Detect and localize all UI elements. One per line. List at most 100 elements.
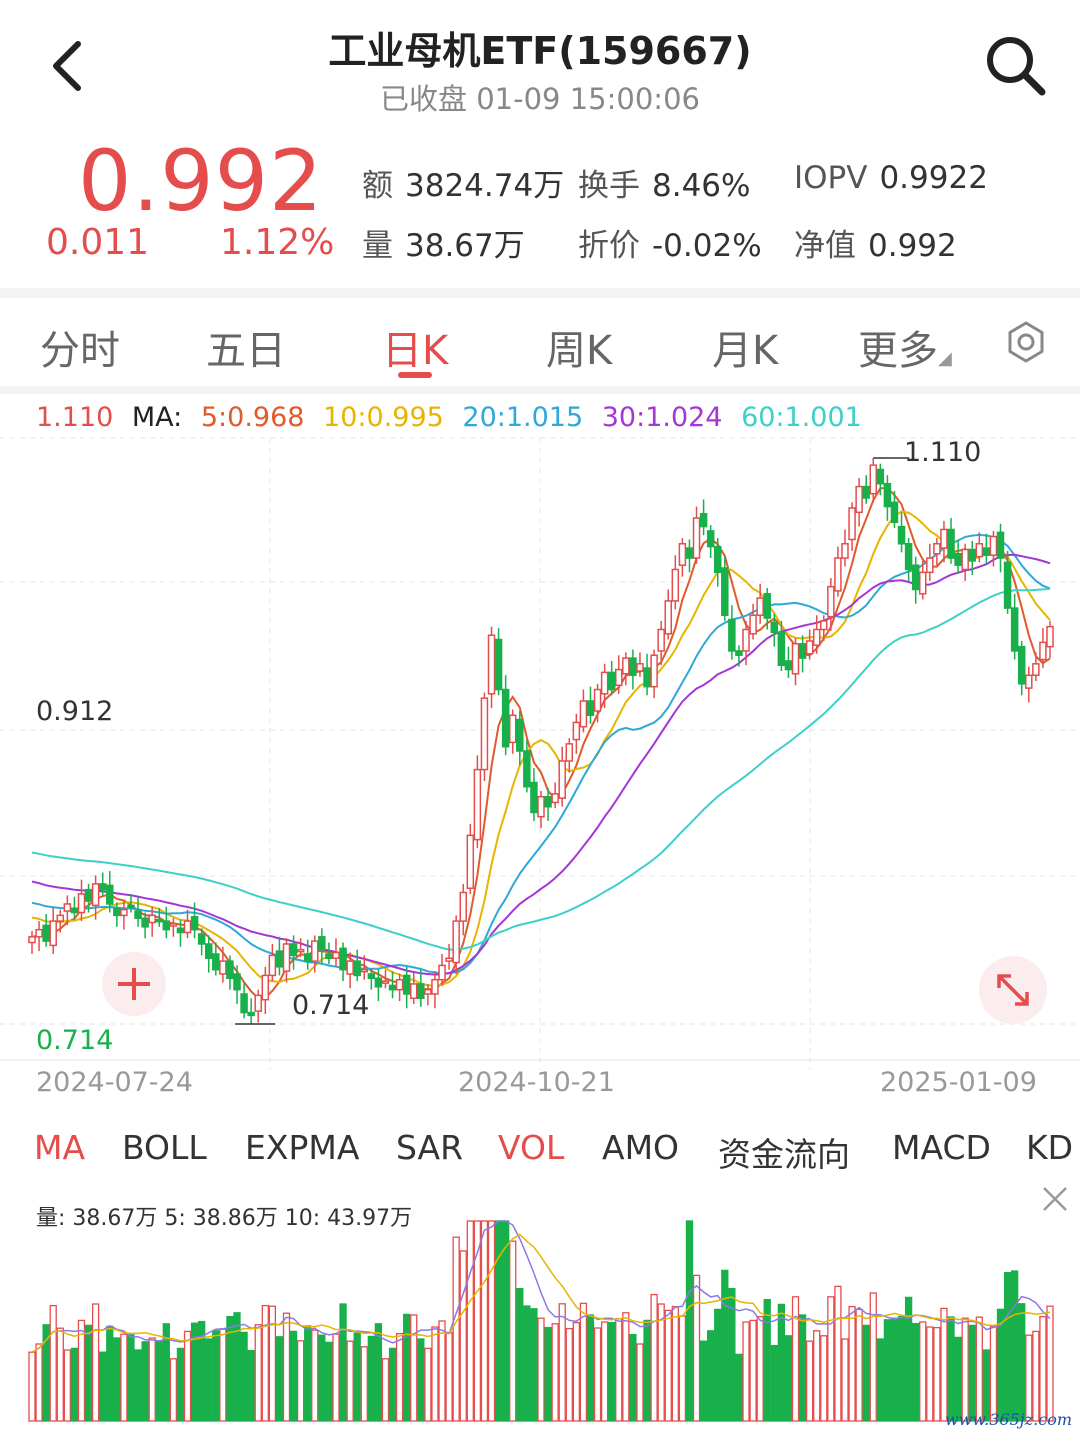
candle-body [360,968,369,973]
volume-bar [749,1319,757,1422]
volume-bar [855,1308,863,1422]
volume-bar [756,1315,764,1422]
crosshair-plus-icon[interactable] [102,952,166,1016]
volume-bar [367,1335,375,1422]
candle-body [996,531,1005,559]
candle-body [869,464,878,495]
volume-bar [586,1314,595,1422]
volume-bar [975,1316,983,1422]
candle-body [692,517,701,559]
indicator-tab-vol[interactable]: VOL [498,1128,565,1167]
volume-bar [49,1304,57,1422]
volume-bar [926,1326,934,1422]
tab-monthly-k[interactable]: 月K [712,328,779,374]
volume-bar [664,1309,672,1422]
tab-five-day[interactable]: 五日 [206,328,286,374]
volume-bar [205,1338,213,1422]
indicator-tab-kd[interactable]: KD [1026,1128,1074,1167]
back-arrow-icon[interactable] [40,30,100,100]
candle-body [607,671,616,691]
volume-bar [798,1314,807,1422]
candle-body [636,663,644,672]
expand-icon[interactable] [979,956,1047,1024]
candle-body [728,618,736,652]
section-divider [0,386,1080,394]
candle-body [1003,561,1012,609]
gear-icon[interactable] [1004,320,1048,364]
volume-bar [742,1321,750,1422]
volume-bar [876,1338,884,1422]
volume-bar [459,1250,467,1422]
indicator-tab-sar[interactable]: SAR [396,1128,464,1167]
candle-body [28,936,36,944]
candle-body [713,545,722,574]
volume-bar [678,1315,687,1422]
volume-bar [480,1220,489,1422]
indicator-tab-boll[interactable]: BOLL [122,1128,207,1167]
close-icon[interactable] [1040,1184,1070,1214]
volume-bar [968,1324,976,1422]
volume-bar [728,1287,736,1422]
date-label-mid: 2024-10-21 [458,1067,615,1098]
volume-bar [947,1316,955,1422]
volume-bar [353,1332,361,1422]
volume-bar [961,1317,969,1422]
tab-more[interactable]: 更多◢ [858,328,952,374]
indicator-tab-expma[interactable]: EXPMA [245,1128,360,1167]
candle-body [706,530,715,548]
candle-body [473,768,482,841]
volume-bar [282,1312,291,1422]
ma5-value: 5:0.968 [200,402,305,433]
candle-body [685,547,694,559]
candle-body [812,628,821,646]
date-label-start: 2024-07-24 [36,1067,193,1098]
volume-bar [912,1322,920,1422]
candle-body [155,918,163,923]
volume-bar [869,1292,877,1422]
ma60-line [31,587,1051,951]
volume-bar [565,1327,573,1422]
candle-body [805,640,814,655]
candle-body [982,547,991,556]
candlestick-chart[interactable] [0,430,1080,1070]
volume-ma10-line [31,1233,1051,1353]
volume-bar [671,1305,679,1422]
volume-bar [1032,1330,1040,1422]
candle-body [395,978,404,991]
candle-body [820,620,828,631]
volume-bar [339,1303,347,1422]
volume-bar [530,1308,538,1422]
indicator-tab-capital-flow[interactable]: 资金流向 [718,1135,850,1174]
candle-body [197,933,206,945]
tab-daily-k[interactable]: 日K [382,328,449,374]
candle-body [438,964,446,981]
ma10-value: 10:0.995 [323,402,444,433]
candle-body [961,548,969,571]
candle-body [1032,663,1040,677]
candle-body [537,795,545,818]
indicator-tab-ma[interactable]: MA [34,1128,86,1167]
volume-bar [848,1305,856,1422]
candle-body [141,917,149,928]
volume-bar [820,1335,828,1422]
candle-body [784,660,793,671]
candle-body [254,994,262,1012]
volume-ma5-line [31,1220,1051,1353]
candle-body [904,543,913,571]
candle-body [311,940,319,962]
indicator-tab-amo[interactable]: AMO [602,1128,680,1167]
candle-body [897,525,906,545]
volume-bar [735,1353,743,1422]
candle-body [1039,641,1047,661]
search-icon[interactable] [980,30,1050,100]
tab-weekly-k[interactable]: 周K [546,328,613,374]
volume-bar [275,1336,284,1422]
volume-bar [770,1344,778,1422]
tab-intraday[interactable]: 分时 [40,328,120,374]
last-price: 0.992 [78,132,324,230]
volume-legend: 量: 38.67万 5: 38.86万 10: 43.97万 [36,1206,413,1231]
candle-body [848,507,856,541]
ma10-line [31,510,1051,988]
candle-body [402,974,411,995]
indicator-tab-macd[interactable]: MACD [892,1128,991,1167]
